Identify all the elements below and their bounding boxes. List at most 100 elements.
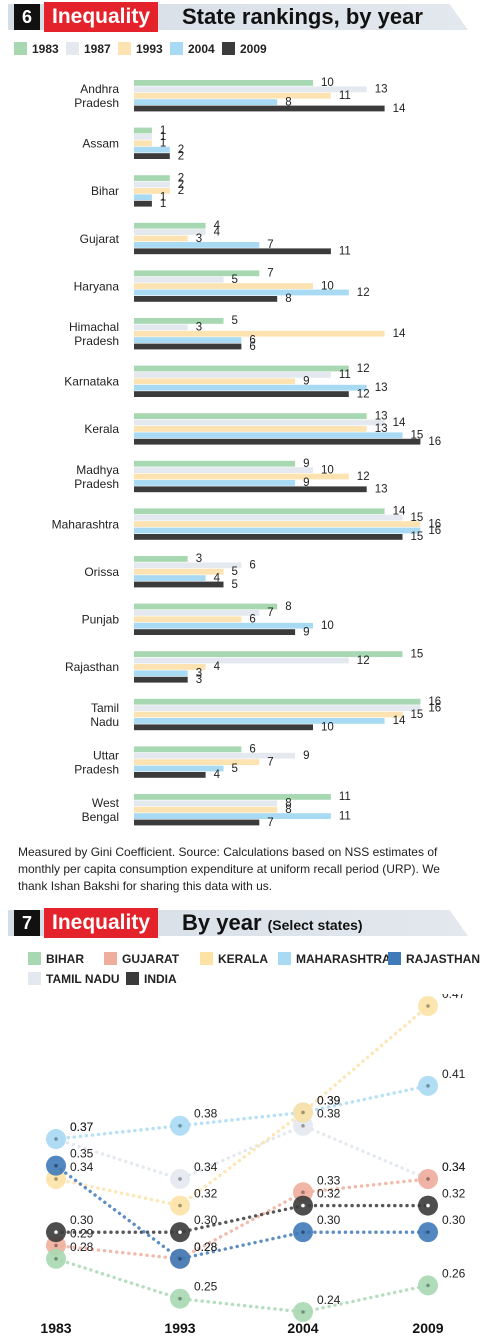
bar-orissa-1987: [134, 562, 242, 569]
bar-value-label: 2: [178, 172, 184, 184]
bar-tamil-nadu-2004: [134, 718, 385, 724]
state-legend: BIHAR GUJARAT KERALA MAHARASHTRA RAJASTH…: [14, 952, 480, 992]
legend-swatch: [222, 42, 235, 55]
bar-uttar-pradesh-1993: [134, 759, 260, 765]
bar-value-label: 10: [321, 280, 334, 292]
data-point-center: [54, 1163, 58, 1168]
bar-value-label: 9: [303, 750, 309, 762]
bar-value-label: 9: [303, 626, 309, 638]
data-point-center: [178, 1296, 182, 1301]
point-value-label: 0.35: [70, 1147, 94, 1161]
data-point-center: [54, 1177, 58, 1181]
bar-value-label: 16: [428, 518, 441, 530]
data-point-center: [54, 1137, 58, 1141]
data-point-center: [426, 1203, 430, 1208]
point-value-label: 0.26: [442, 1266, 466, 1280]
data-point: [46, 1155, 66, 1176]
bar-west-bengal-2009: [134, 819, 260, 826]
legend-swatch: [126, 972, 139, 985]
bar-bihar-2004: [134, 194, 152, 201]
data-point-center: [54, 1256, 58, 1261]
bar-value-label: 10: [321, 722, 334, 734]
bar-tamil-nadu-1993: [134, 711, 403, 718]
state-group-west-bengal: West Bengal 11 88 11 7: [82, 791, 351, 829]
bar-karnataka-2004: [134, 384, 367, 391]
bar-value-label: 14: [393, 328, 406, 340]
bar-value-label: 14: [393, 715, 406, 727]
legend-item-1983: 1983: [14, 42, 59, 56]
bar-value-label: 1: [160, 131, 166, 143]
bar-value-label: 11: [339, 810, 351, 822]
legend-swatch: [28, 972, 41, 985]
bar-assam-1987: [134, 134, 152, 140]
bar-karnataka-2009: [134, 391, 349, 397]
legend-item-2009: 2009: [222, 42, 267, 56]
legend-item-maharashtra: MAHARASHTRA: [278, 952, 391, 966]
legend-swatch: [170, 42, 183, 55]
bar-value-label: 4: [214, 220, 221, 232]
bar-maharashtra-1987: [134, 514, 403, 521]
gini-line-chart: 0.370.340.380.340.370.380.390.410.340.32…: [40, 994, 466, 1336]
legend-swatch: [200, 952, 213, 965]
data-point-center: [426, 1177, 430, 1181]
state-label-line: Uttar: [93, 748, 119, 762]
bar-value-label: 13: [375, 382, 388, 394]
state-group-andhra-pradesh: Andhra Pradesh 10 13 11 8 14: [74, 77, 406, 115]
state-label: Punjab: [82, 613, 120, 627]
data-point: [293, 1102, 313, 1123]
bar-assam-2004: [134, 146, 170, 153]
bar-andhra-pradesh-1987: [134, 86, 367, 93]
point-value-label: 0.28: [194, 1240, 218, 1254]
line-series-maharashtra: 0.370.380.390.41: [46, 1067, 466, 1150]
point-value-label: 0.34: [442, 1160, 466, 1174]
state-label-line: Pradesh: [74, 334, 119, 348]
state-group-gujarat: Gujarat 443 7 11: [80, 220, 351, 258]
bar-value-label: 6: [249, 334, 255, 346]
data-point-center: [301, 1190, 305, 1195]
chart-subtitle: (Select states): [267, 917, 363, 933]
bar-value-label: 12: [357, 655, 370, 667]
bar-andhra-pradesh-1993: [134, 92, 331, 99]
point-value-label: 0.28: [70, 1240, 94, 1254]
bar-value-label: 14: [393, 417, 406, 429]
data-point-center: [426, 1230, 430, 1234]
line-series-india: 0.30 0.30 0.32 0.32: [46, 1187, 466, 1243]
data-point-center: [178, 1123, 182, 1128]
bar-value-label: 7: [267, 817, 273, 829]
legend-swatch: [118, 42, 131, 55]
legend-item-rajasthan: RAJASTHAN: [388, 952, 480, 966]
legend-item-tamil-nadu: TAMIL NADU: [28, 972, 120, 986]
point-value-label: 0.28: [194, 1240, 218, 1254]
bar-orissa-2004: [134, 575, 206, 581]
bar-bihar-1993: [134, 188, 170, 194]
data-point: [418, 1075, 438, 1096]
bar-assam-2009: [134, 153, 170, 159]
bar-value-label: 1: [160, 198, 166, 210]
bar-andhra-pradesh-2004: [134, 99, 278, 105]
bar-andhra-pradesh-2009: [134, 105, 385, 112]
state-label-line: Andhra: [80, 82, 119, 96]
bar-value-label: 8: [285, 601, 291, 613]
bar-maharashtra-1983: [134, 508, 385, 515]
state-label-line: Madhya: [76, 463, 119, 477]
bar-bihar-1987: [134, 181, 170, 188]
bar-value-label: 14: [393, 103, 406, 115]
state-label: Himachal Pradesh: [69, 320, 119, 348]
bar-value-label: 2: [178, 185, 184, 197]
bar-madhya-pradesh-2004: [134, 480, 296, 486]
state-group-kerala: Kerala 13 14 13 15 16: [84, 410, 441, 448]
legend-item-1993: 1993: [118, 42, 163, 56]
bar-karnataka-1987: [134, 372, 331, 378]
data-point: [46, 1248, 66, 1269]
state-label: Uttar Pradesh: [74, 748, 119, 776]
legend-item-kerala: KERALA: [200, 952, 268, 966]
point-value-label: 0.34: [442, 1160, 466, 1174]
state-label-line: West: [92, 796, 120, 810]
bar-value-label: 2: [178, 144, 184, 156]
state-label-line: Tamil: [91, 701, 119, 715]
data-point: [46, 1129, 66, 1150]
state-group-uttar-pradesh: Uttar Pradesh 6 9 7 54: [74, 744, 309, 782]
bar-haryana-1983: [134, 270, 260, 277]
state-label: Gujarat: [80, 232, 120, 246]
